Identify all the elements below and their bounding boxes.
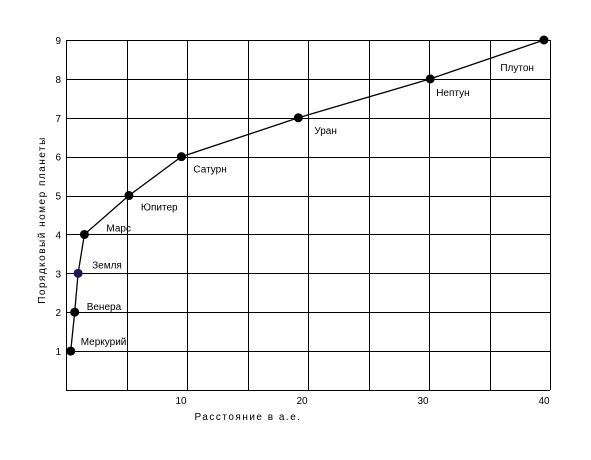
y-tick-label: 2 (55, 308, 61, 319)
data-point (539, 35, 549, 45)
point-label: Земля (92, 260, 122, 271)
x-tick-label: 20 (296, 396, 308, 407)
point-label: Уран (314, 126, 337, 137)
y-axis-title: Порядковый номер планеты (37, 136, 48, 304)
y-tick-label: 5 (55, 192, 61, 203)
y-tick-label: 4 (55, 230, 61, 241)
data-point (425, 74, 435, 84)
point-label: Нептун (436, 88, 469, 99)
y-tick-labels: 1 2 3 4 5 6 7 8 9 (55, 36, 61, 358)
y-tick-label: 7 (55, 114, 61, 125)
grid (66, 40, 551, 391)
y-tick-label: 3 (55, 269, 61, 280)
data-point (73, 268, 83, 278)
y-tick-label: 9 (55, 36, 61, 47)
series-line (70, 39, 545, 352)
x-tick-label: 10 (175, 396, 187, 407)
point-label: Венера (87, 302, 122, 313)
point-label: Марс (106, 223, 131, 234)
point-label: Юпитер (141, 203, 178, 214)
y-tick-label: 8 (55, 75, 61, 86)
data-point (176, 152, 186, 162)
data-point (293, 113, 303, 123)
point-labels: Меркурий Венера Земля Марс Юпитер Сатурн Уран Н… (81, 63, 534, 348)
x-tick-labels: 10 20 30 40 (175, 396, 550, 407)
x-tick-label: 30 (417, 396, 429, 407)
data-point (70, 307, 80, 317)
y-tick-label: 1 (55, 347, 61, 358)
data-point (79, 229, 89, 239)
point-label: Плутон (500, 63, 534, 74)
y-tick-label: 6 (55, 153, 61, 164)
series-line-path (70, 39, 545, 352)
data-point (66, 346, 76, 356)
x-tick-label: 40 (538, 396, 550, 407)
data-points (66, 35, 549, 356)
point-label: Меркурий (81, 337, 127, 348)
x-axis-title: Расстояние в а.е. (194, 412, 301, 423)
point-label: Сатурн (193, 165, 226, 176)
data-point (124, 191, 134, 201)
